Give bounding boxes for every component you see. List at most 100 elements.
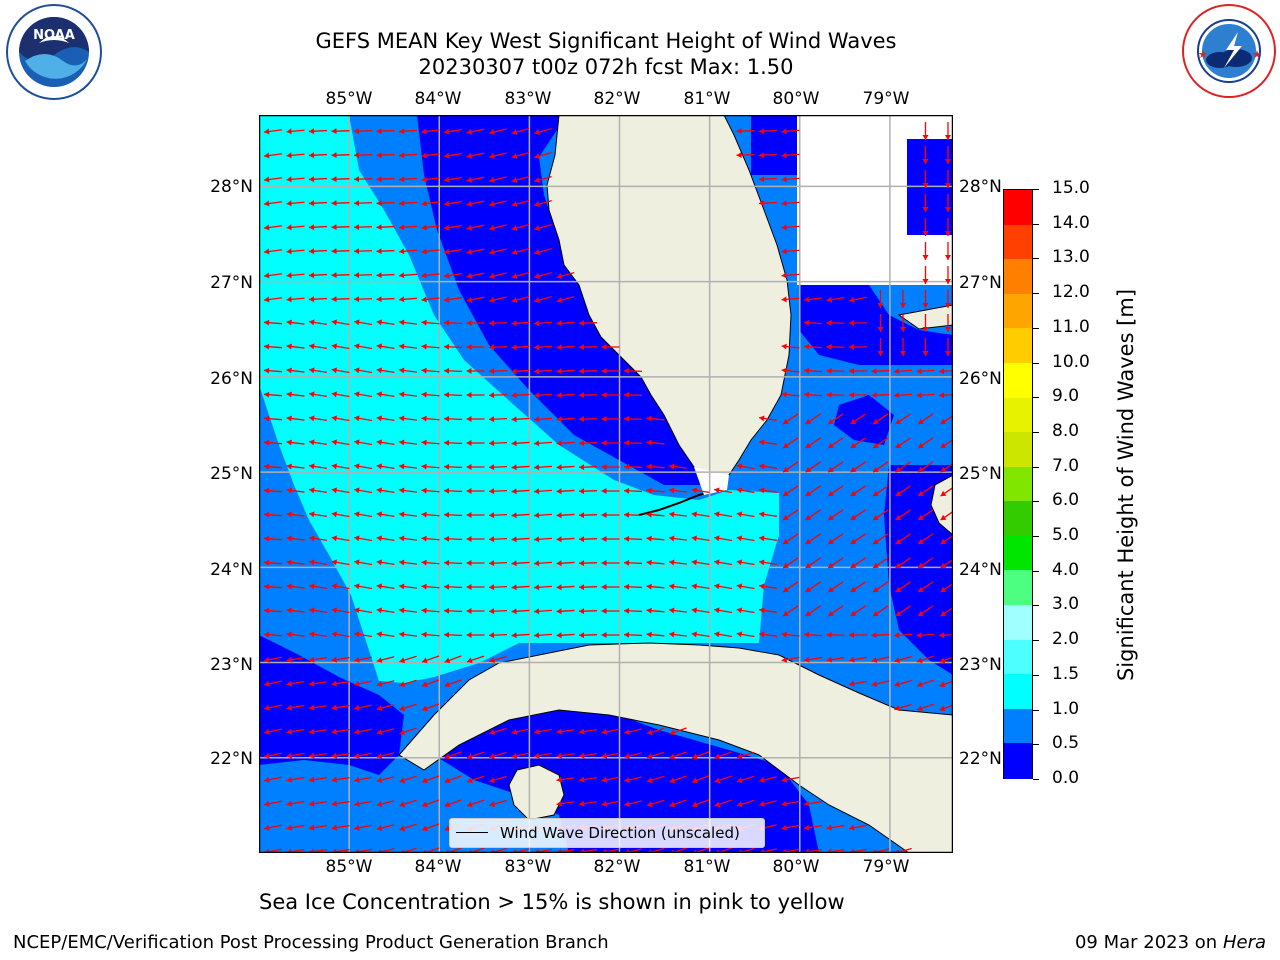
wind-wave-arrowhead [534,129,540,135]
wind-wave-arrowhead [376,681,383,687]
wind-wave-arrowhead [922,255,929,260]
wind-wave-arrowhead [309,776,315,783]
wind-wave-arrowhead [556,728,562,735]
wind-wave-arrowhead [918,610,924,617]
colorbar-tick-mark [1033,674,1039,676]
wind-wave-arrowhead [286,680,293,687]
wind-wave-arrowhead [421,631,427,638]
wind-wave-arrowhead [534,368,540,375]
wind-wave-arrowhead [849,368,855,375]
wind-wave-arrowhead [421,200,427,207]
wind-wave-arrowhead [264,343,270,350]
wind-wave-arrowhead [918,442,924,449]
wind-wave-arrowhead [489,536,495,543]
wind-wave-arrowhead [624,559,630,566]
wind-wave-arrowhead [781,343,787,350]
colorbar [1003,189,1033,780]
wind-wave-arrowhead [511,201,518,207]
wind-wave-arrowhead [601,391,607,398]
lat-tick-label: 28°N [210,177,253,197]
wind-wave-arrowhead [781,367,787,374]
wind-wave-arrowhead [556,488,562,495]
colorbar-tick-mark [1033,501,1039,503]
wind-wave-arrowhead [601,752,608,759]
wind-wave-arrowhead [939,368,945,375]
lat-tick-label: 24°N [210,560,253,580]
wind-wave-arrowhead [286,248,292,255]
wind-wave-arrowhead [489,584,495,591]
wind-wave-arrowhead [579,368,585,375]
wind-wave-arrowhead [534,464,540,471]
wind-wave-arrowhead [444,272,450,279]
lat-tick-label: 23°N [210,655,253,675]
wind-wave-arrowhead [736,559,743,566]
wind-wave-arrowhead [331,680,338,687]
wind-wave-arrowhead [286,224,292,231]
wind-wave-arrowhead [264,463,270,470]
wind-wave-arrowhead [534,153,540,159]
wind-wave-arrowhead [781,248,787,255]
wind-wave-arrowhead [399,729,406,736]
wind-wave-arrowhead [466,464,472,471]
wind-wave-arrowhead [940,610,947,617]
wind-wave-arrowhead [399,681,406,688]
wind-wave-arrowhead [939,681,946,688]
wind-wave-arrowhead [922,351,929,356]
wind-wave-arrowhead [309,680,315,687]
wind-wave-arrowhead [624,439,630,446]
wind-wave-arrowhead [945,303,951,308]
lat-tick-label: 28°N [959,177,1002,197]
wind-wave-arrowhead [601,631,607,638]
wind-wave-arrowhead [945,135,951,140]
wind-wave-arrowhead [354,680,360,687]
land-andros [930,474,953,536]
wind-wave-arrowhead [286,200,292,207]
wind-wave-arrowhead [601,776,608,783]
wind-wave-arrowhead [783,442,789,449]
wind-wave-arrowhead [309,607,315,614]
wind-wave-arrowhead [511,249,518,255]
wind-wave-arrowhead [895,538,902,545]
wind-wave-arrowhead [826,824,833,831]
wind-wave-arrowhead [444,583,450,590]
wind-wave-arrowhead [556,560,562,567]
wind-wave-arrowhead [286,631,292,638]
wind-wave-arrowhead [444,439,450,446]
wind-wave-arrowhead [781,656,788,663]
wind-wave-arrowhead [849,320,855,327]
wind-wave-arrowhead [804,319,810,326]
colorbar-tick-label: 14.0 [1052,212,1090,233]
wind-wave-arrowhead [945,183,951,188]
wind-wave-arrowhead [895,586,902,593]
wind-wave-arrowhead [601,559,607,566]
colorbar-tick-label: 11.0 [1052,316,1090,337]
lon-tick-label: 81°W [683,89,731,109]
wind-wave-arrowhead [556,608,562,615]
wind-wave-arrowhead [489,488,495,495]
wind-wave-arrowhead [579,536,585,543]
wind-wave-arrowhead [489,777,495,783]
wind-wave-arrowhead [534,416,540,423]
wind-wave-arrowhead [354,728,360,735]
colorbar-label: Significant Height of Wind Waves [m] [1114,288,1138,682]
wind-wave-arrowhead [646,439,652,446]
wind-wave-arrowhead [669,511,675,518]
wind-wave-arrowhead [534,320,540,327]
wind-wave-arrowhead [894,705,901,712]
wind-wave-arrowhead [714,511,720,518]
wind-wave-arrowhead [489,201,495,207]
wind-wave-arrowhead [286,607,292,614]
wind-wave-arrowhead [286,535,292,542]
wind-wave-arrowhead [805,562,812,569]
colorbar-segment [1004,570,1032,607]
wind-wave-arrowhead [399,415,405,422]
wind-wave-arrowhead [759,176,765,183]
wind-wave-arrowhead [871,392,877,399]
wind-wave-arrowhead [376,729,383,735]
wind-wave-arrowhead [421,128,427,135]
wind-wave-arrowhead [945,159,951,164]
wind-wave-arrowhead [781,776,788,783]
wind-wave-arrowhead [466,512,472,519]
wind-wave-arrowhead [736,152,742,159]
colorbar-tick-label: 8.0 [1052,420,1080,441]
